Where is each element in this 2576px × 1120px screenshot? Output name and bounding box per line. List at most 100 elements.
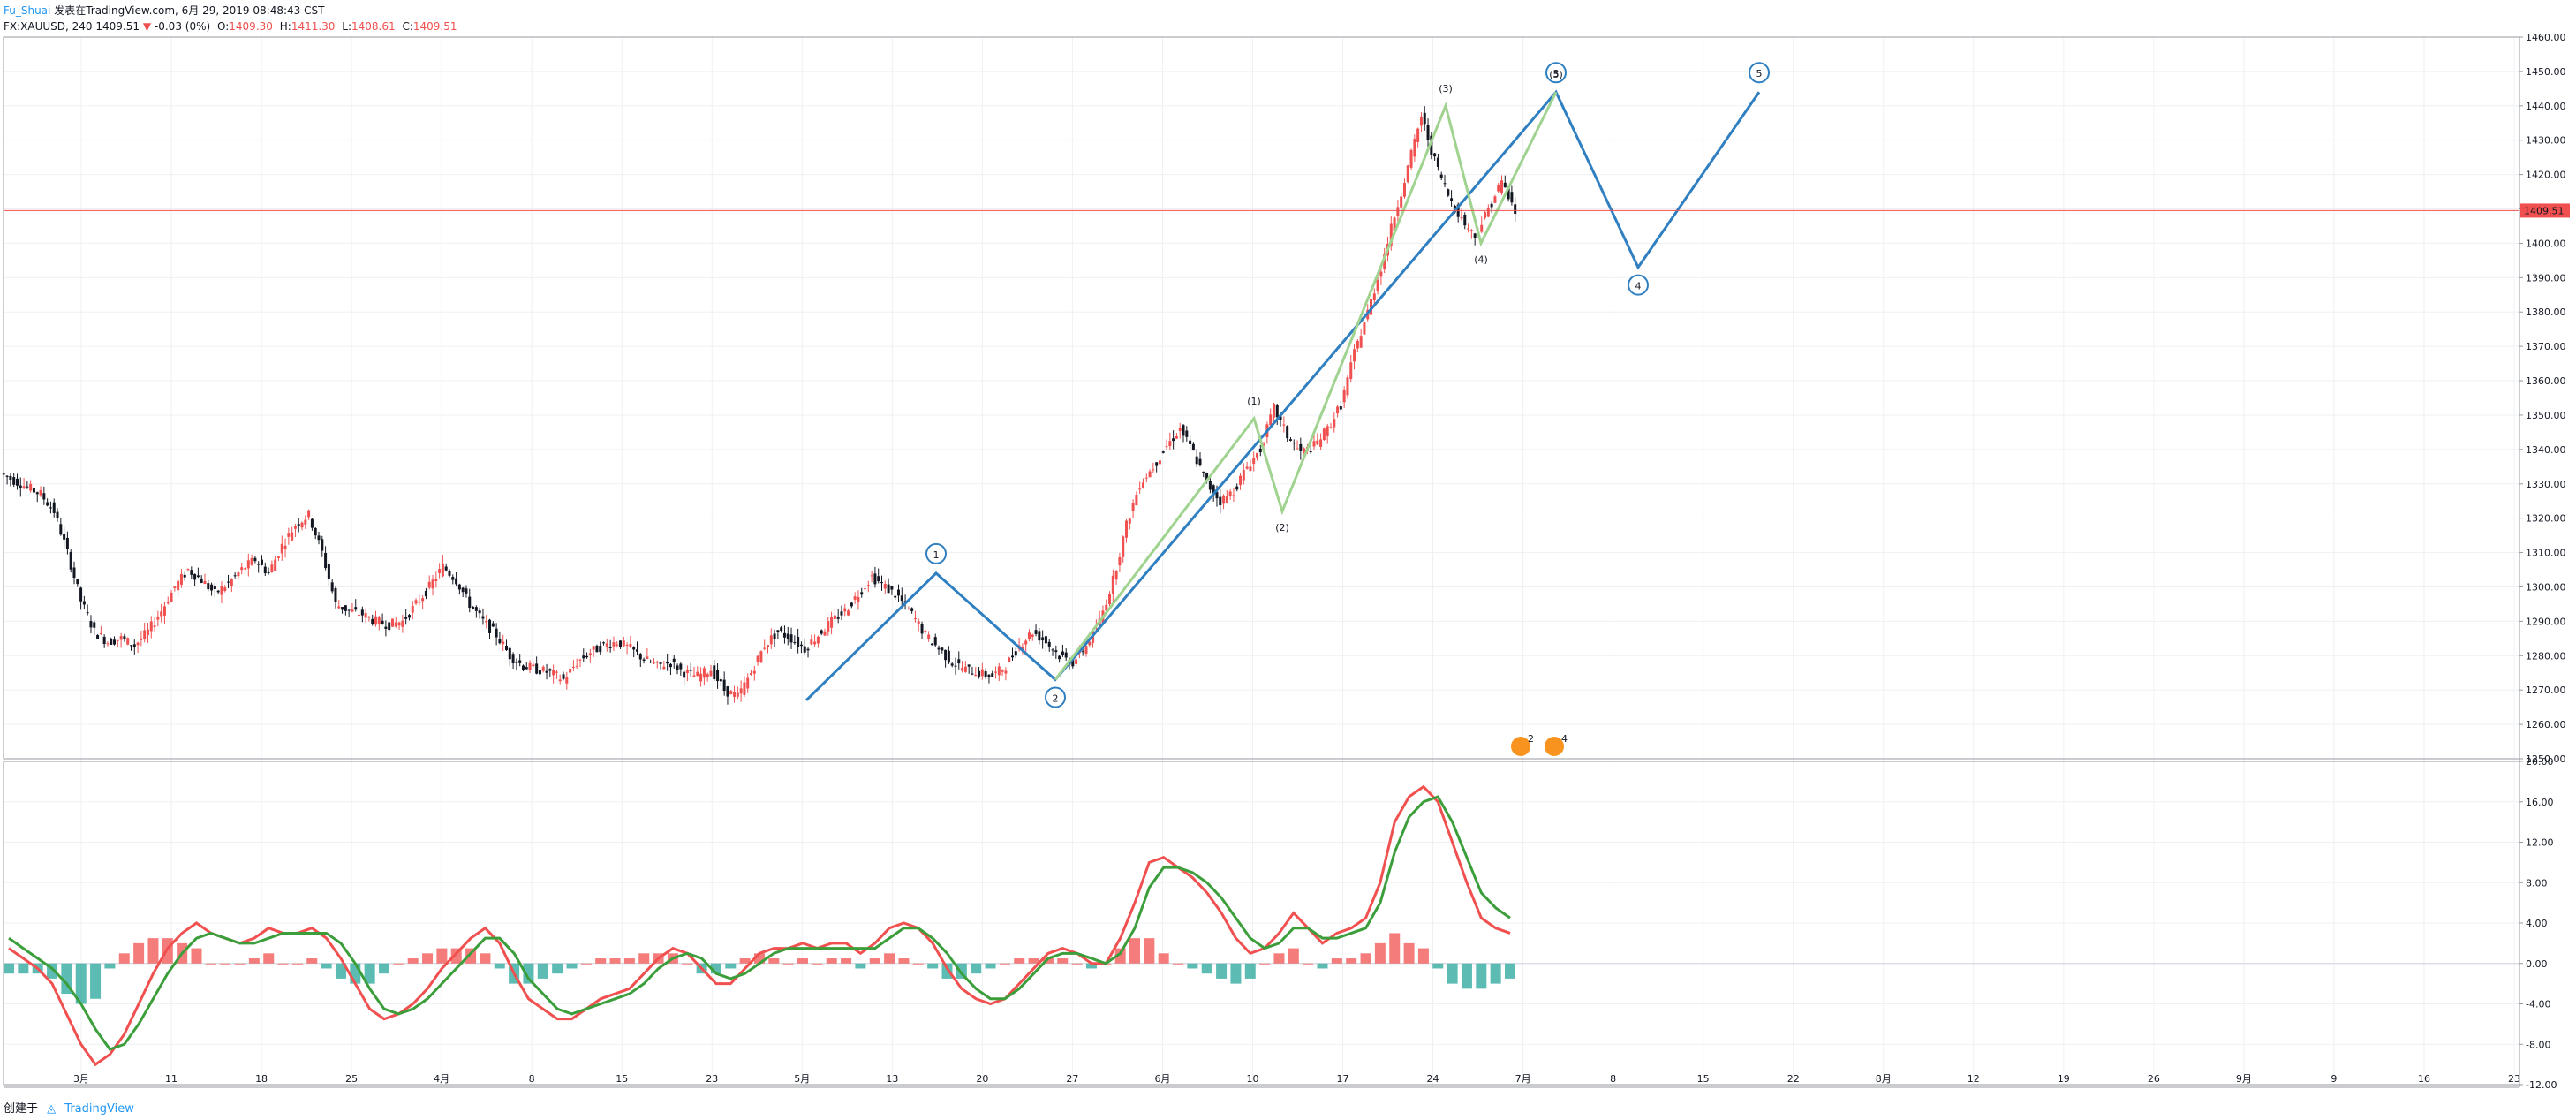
grid-lines [4,36,2519,1086]
author-link[interactable]: Fu_Shuai [4,4,51,17]
candle-body [1108,594,1112,605]
macd-histogram-bar [912,963,924,965]
macd-histogram-bar [1173,963,1184,965]
event-flag-icon[interactable] [1511,737,1530,756]
macd-histogram-bar [147,938,159,964]
elliott-wave-drawings[interactable]: 1 2 3 4 5 (1) (2) (3) (4) (5) [805,62,1770,708]
macd-histogram-bar [1476,963,1487,989]
candle-body [364,613,367,618]
candle-body [1094,627,1098,629]
time-axis[interactable]: 3月 11 18 25 4月 8 15 23 5月 13 20 27 6月 10 17 24 7月 8 15 22 8月… [4,1073,2520,1088]
candle-body [1178,428,1182,432]
candle-body [1125,520,1129,538]
macd-histogram-bar [133,942,145,964]
candle-body [1426,124,1430,140]
candle-body [508,647,511,660]
candle-body [632,647,636,650]
macd-histogram-bar [1374,942,1386,964]
candle-body [890,586,894,590]
candle-body [427,581,431,588]
candle-body [156,617,160,620]
candle-body [933,637,937,646]
candle-body [79,587,83,602]
candle-body [726,686,729,697]
macd-axis[interactable]: 20.00 16.00 12.00 8.00 4.00 0.00 -4.00 -8.00 -12… [2519,756,2557,1091]
macd-tick-label: -4.00 [2526,999,2550,1010]
candle-body [374,616,378,625]
candle-body [300,522,304,528]
candle-body [763,647,767,649]
macd-histogram-bar [18,963,29,974]
candle-body [699,673,703,682]
tradingview-logo-icon[interactable]: ◬ [47,1102,57,1116]
candle-body [716,670,720,682]
candle-body [240,567,244,571]
candle-body [1001,670,1004,672]
candle-body [877,576,880,582]
candle-body [864,588,867,590]
candle-body [216,590,220,593]
candle-body [177,580,180,591]
candle-body [1326,426,1329,436]
candle-body [961,668,964,671]
macd-histogram-bar [436,948,448,964]
candle-body [1158,460,1161,465]
candle-body [823,631,827,636]
macd-histogram-bar [1071,963,1083,965]
candle-body [1198,458,1202,465]
event-flag-icon[interactable] [1545,737,1564,756]
candle-body [1469,230,1473,231]
time-tick-label: 6月 [1154,1073,1170,1085]
candle-body [666,662,669,664]
candle-body [967,664,971,667]
time-tick-label: 8 [529,1073,535,1085]
candle-body [1303,448,1306,453]
tradingview-brand[interactable]: TradingView [64,1102,134,1116]
candle-body [1450,198,1454,201]
candle-body [166,602,170,604]
macd-histogram-bar [841,958,852,964]
macd-tick-label: 0.00 [2526,958,2548,970]
candle-body [1118,556,1122,566]
candle-body [414,600,418,604]
macd-histogram-bar [537,963,548,979]
candle-body [19,485,22,489]
candle-body [1460,217,1463,219]
candle-body [1084,646,1088,654]
time-tick-label: 7月 [1515,1073,1531,1085]
candle-body [468,596,472,609]
candle-body [1031,634,1034,637]
candle-body [1363,322,1366,335]
events-badges[interactable]: 2 4 [1511,733,1568,756]
candle-body [444,566,448,571]
candle-body [472,606,475,609]
candle-body [642,659,646,661]
price-tick-label: 1370.00 [2526,341,2566,352]
candle-body [505,645,509,651]
candle-body [394,622,397,627]
candle-body [941,647,944,651]
candle-body [1239,475,1243,485]
candle-body [113,639,117,645]
candle-body [1027,632,1031,639]
candle-body [207,583,210,590]
candle-body [571,666,575,668]
candle-body [56,511,59,518]
symbol-label[interactable]: FX:XAUUSD, 240 [4,20,93,33]
candle-body [1047,641,1051,647]
candle-body [927,634,931,639]
candle-body [1172,438,1175,442]
candle-body [1256,452,1259,458]
macd-histogram-bar [407,958,419,964]
macd-histogram-bar [1057,958,1069,964]
candle-body [629,643,632,647]
candle-body [1409,149,1413,168]
candle-body [478,610,481,614]
macd-histogram-bar [1389,933,1401,964]
candle-body [1413,139,1416,157]
candle-body [297,524,300,526]
candle-body [622,640,625,647]
candle-body [146,629,149,635]
price-tick-label: 1450.00 [2526,66,2566,78]
